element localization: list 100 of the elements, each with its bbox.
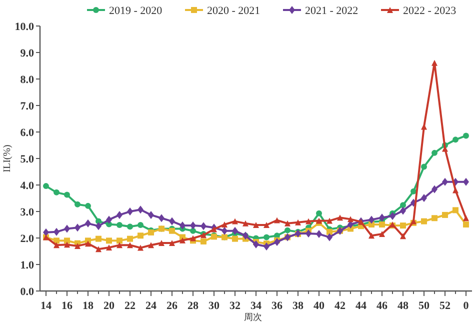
point bbox=[148, 210, 154, 219]
point bbox=[264, 242, 270, 250]
point bbox=[64, 192, 70, 198]
point bbox=[390, 212, 396, 220]
point bbox=[326, 218, 332, 224]
x-tick-label: 36 bbox=[272, 300, 283, 312]
y-tick-label: 2.0 bbox=[20, 233, 34, 245]
point bbox=[64, 242, 70, 248]
point bbox=[96, 222, 102, 230]
x-tick-label: 0 bbox=[463, 300, 470, 312]
point bbox=[232, 236, 238, 242]
point bbox=[432, 185, 438, 194]
point bbox=[96, 246, 102, 252]
point bbox=[306, 218, 312, 224]
x-tick-label: 18 bbox=[82, 300, 94, 312]
y-tick-label: 8.0 bbox=[20, 74, 34, 86]
point bbox=[400, 222, 406, 229]
point bbox=[43, 183, 49, 190]
point bbox=[284, 220, 290, 226]
x-tick-label: 52 bbox=[440, 300, 451, 312]
y-tick-label: 3.0 bbox=[20, 206, 34, 218]
point bbox=[452, 187, 458, 194]
point bbox=[74, 224, 80, 232]
point bbox=[232, 218, 238, 224]
point bbox=[158, 240, 164, 246]
legend-label: 2021 - 2022 bbox=[305, 5, 358, 17]
x-tick-label: 44 bbox=[356, 300, 367, 312]
point bbox=[148, 242, 154, 248]
point bbox=[421, 164, 427, 170]
x-axis-title: 周次 bbox=[244, 312, 262, 322]
point bbox=[116, 242, 122, 248]
point bbox=[326, 233, 332, 242]
point bbox=[337, 214, 343, 221]
point bbox=[74, 242, 80, 249]
point bbox=[432, 150, 438, 156]
x-tick-label: 24 bbox=[146, 300, 157, 312]
point bbox=[169, 240, 175, 246]
x-tick-label: 34 bbox=[250, 300, 262, 312]
point bbox=[85, 202, 91, 209]
point bbox=[64, 238, 70, 244]
point bbox=[54, 228, 60, 236]
point bbox=[348, 216, 354, 222]
point bbox=[200, 222, 206, 230]
y-tick-label: 5.0 bbox=[20, 154, 34, 166]
x-tick-label: 40 bbox=[314, 300, 325, 312]
point bbox=[127, 236, 133, 242]
x-tick-label: 22 bbox=[124, 300, 136, 312]
point bbox=[368, 221, 374, 228]
y-axis-title: ILI(%) bbox=[2, 144, 13, 172]
point bbox=[64, 224, 70, 233]
point bbox=[463, 178, 469, 186]
point bbox=[274, 238, 280, 246]
y-tick-label: 9.0 bbox=[20, 48, 34, 60]
point bbox=[96, 236, 102, 242]
point bbox=[180, 222, 186, 230]
point bbox=[106, 216, 112, 224]
point bbox=[421, 218, 427, 224]
point bbox=[432, 215, 438, 222]
point bbox=[442, 178, 448, 186]
y-tick-label: 7.0 bbox=[20, 100, 34, 112]
point bbox=[242, 220, 248, 226]
y-tick-label: 6.0 bbox=[20, 127, 34, 139]
point bbox=[180, 237, 186, 244]
point bbox=[106, 238, 112, 244]
point bbox=[222, 221, 228, 228]
point bbox=[127, 224, 133, 230]
point bbox=[190, 235, 196, 242]
point bbox=[127, 208, 133, 216]
x-tick-label: 48 bbox=[398, 300, 409, 312]
point bbox=[379, 221, 385, 228]
point bbox=[85, 240, 91, 247]
point bbox=[138, 222, 144, 228]
point bbox=[211, 226, 217, 232]
point bbox=[274, 217, 280, 224]
x-tick-label: 32 bbox=[230, 300, 241, 312]
point bbox=[54, 238, 60, 244]
point bbox=[463, 132, 469, 139]
point bbox=[158, 214, 164, 222]
point bbox=[253, 222, 259, 228]
point bbox=[264, 234, 270, 240]
legend-label: 2022 - 2023 bbox=[403, 5, 457, 17]
point bbox=[452, 207, 458, 214]
y-tick-label: 4.0 bbox=[20, 180, 34, 192]
point bbox=[264, 222, 270, 228]
point bbox=[284, 227, 290, 234]
point bbox=[400, 202, 406, 208]
point bbox=[379, 231, 385, 238]
y-tick-label: 10.0 bbox=[14, 21, 34, 33]
x-tick-label: 46 bbox=[376, 300, 388, 312]
point bbox=[232, 226, 238, 235]
point bbox=[253, 240, 259, 248]
x-tick-label: 28 bbox=[188, 300, 199, 312]
point bbox=[169, 217, 175, 226]
point bbox=[54, 189, 60, 196]
x-tick-label: 20 bbox=[104, 300, 115, 312]
point bbox=[316, 210, 322, 216]
legend-label: 2019 - 2020 bbox=[109, 5, 163, 17]
legend-label: 2020 - 2021 bbox=[207, 5, 260, 17]
point bbox=[410, 188, 416, 194]
point bbox=[116, 210, 122, 219]
